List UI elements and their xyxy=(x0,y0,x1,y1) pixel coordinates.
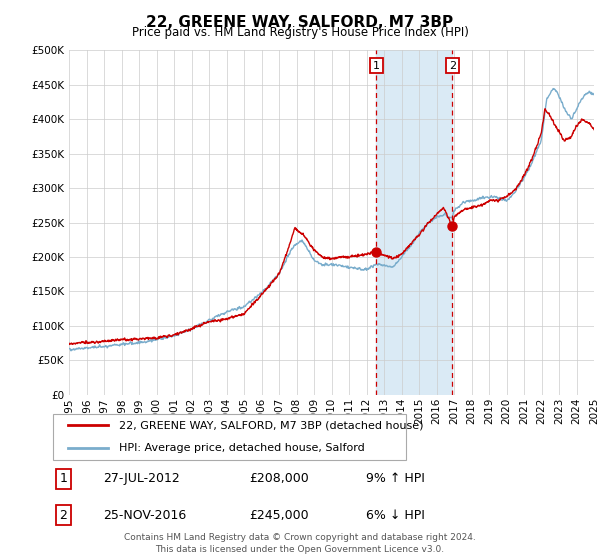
Text: 22, GREENE WAY, SALFORD, M7 3BP (detached house): 22, GREENE WAY, SALFORD, M7 3BP (detache… xyxy=(119,420,423,430)
Text: 25-NOV-2016: 25-NOV-2016 xyxy=(103,508,187,521)
Text: £245,000: £245,000 xyxy=(250,508,309,521)
Text: 2: 2 xyxy=(59,508,67,521)
Bar xyxy=(376,50,452,395)
Text: 9% ↑ HPI: 9% ↑ HPI xyxy=(365,473,424,486)
Text: Contains HM Land Registry data © Crown copyright and database right 2024.: Contains HM Land Registry data © Crown c… xyxy=(124,533,476,542)
Text: £208,000: £208,000 xyxy=(250,473,310,486)
Text: 22, GREENE WAY, SALFORD, M7 3BP: 22, GREENE WAY, SALFORD, M7 3BP xyxy=(146,15,454,30)
Text: 27-JUL-2012: 27-JUL-2012 xyxy=(103,473,180,486)
Text: 1: 1 xyxy=(59,473,67,486)
Text: HPI: Average price, detached house, Salford: HPI: Average price, detached house, Salf… xyxy=(119,444,364,454)
Text: 1: 1 xyxy=(373,60,380,71)
Text: Price paid vs. HM Land Registry's House Price Index (HPI): Price paid vs. HM Land Registry's House … xyxy=(131,26,469,39)
FancyBboxPatch shape xyxy=(53,414,406,460)
Text: 6% ↓ HPI: 6% ↓ HPI xyxy=(365,508,424,521)
Text: This data is licensed under the Open Government Licence v3.0.: This data is licensed under the Open Gov… xyxy=(155,545,445,554)
Text: 2: 2 xyxy=(449,60,456,71)
